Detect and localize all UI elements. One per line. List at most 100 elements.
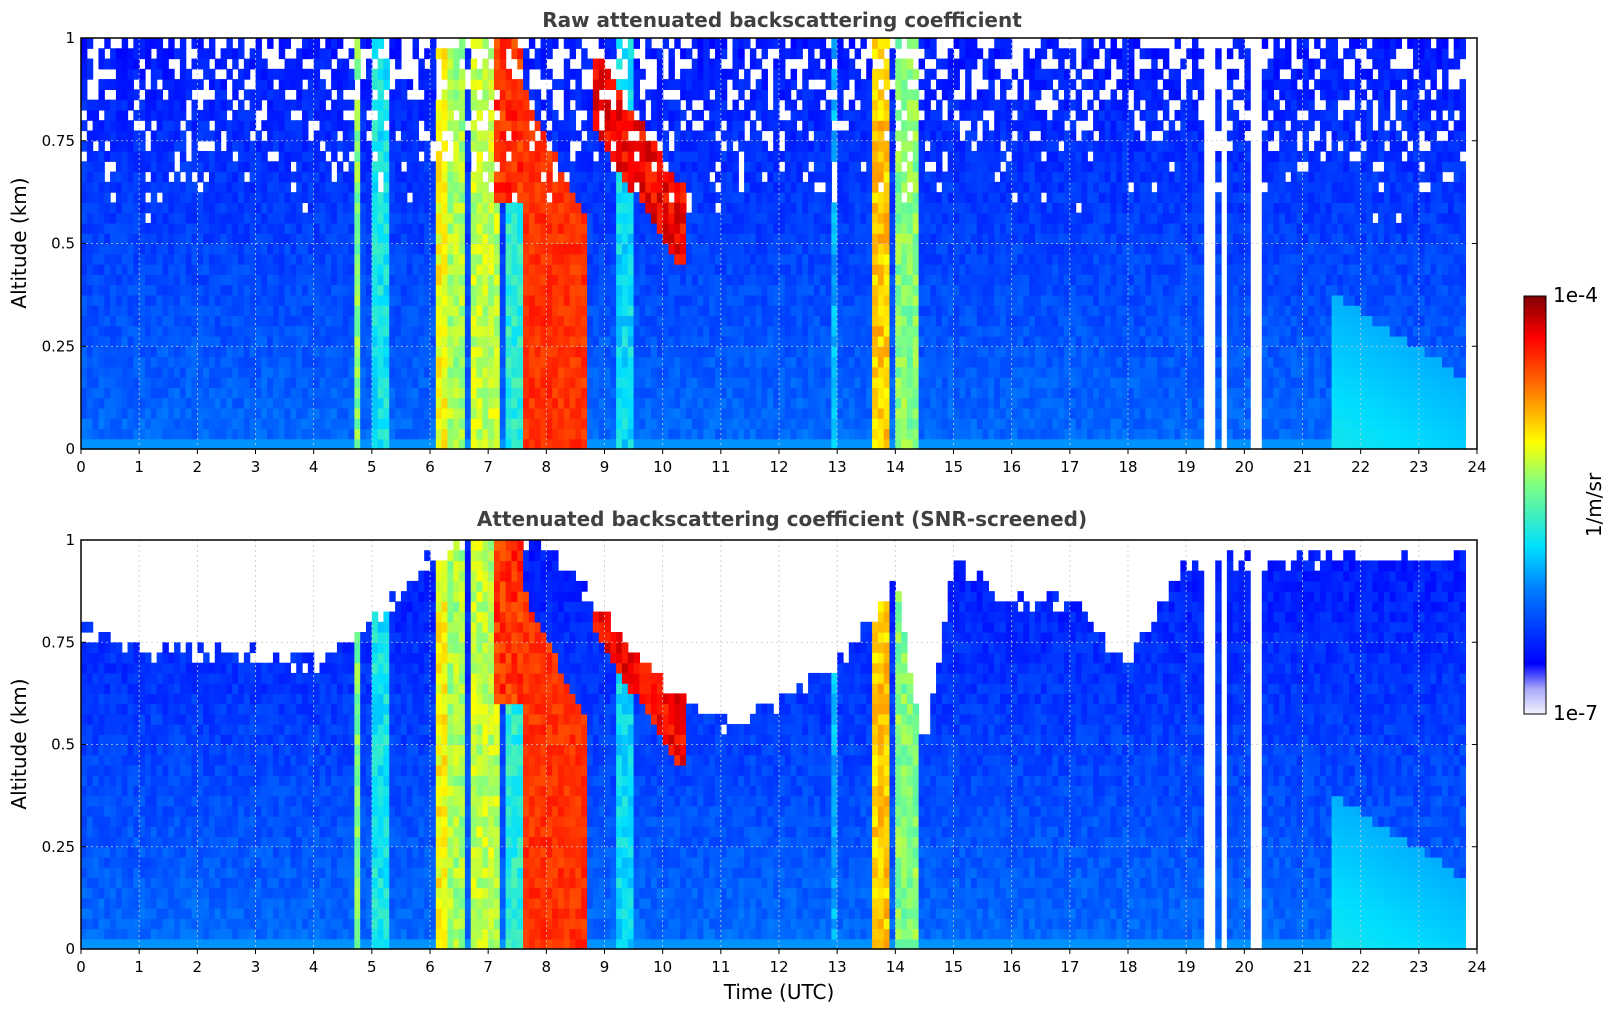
heatmap-cell	[692, 264, 698, 275]
heatmap-cell	[843, 336, 849, 347]
heatmap-cell	[767, 151, 773, 162]
heatmap-cell	[273, 213, 279, 224]
heatmap-cell	[98, 398, 104, 409]
heatmap-cell	[826, 223, 832, 234]
heatmap-cell	[826, 408, 832, 419]
heatmap-cell	[401, 110, 407, 121]
heatmap-cell	[290, 295, 296, 306]
heatmap-cell	[826, 254, 832, 265]
heatmap-cell	[605, 223, 611, 234]
heatmap-cell	[290, 120, 296, 131]
heatmap-cell	[686, 305, 692, 316]
heatmap-cell	[453, 418, 459, 429]
heatmap-cell	[128, 377, 134, 388]
heatmap-cell	[517, 89, 523, 100]
heatmap-cell	[436, 100, 442, 111]
heatmap-cell	[686, 264, 692, 275]
heatmap-cell	[337, 336, 343, 347]
heatmap-cell	[762, 418, 768, 429]
heatmap-cell	[756, 428, 762, 439]
heatmap-cell	[471, 315, 477, 326]
heatmap-cell	[93, 120, 99, 131]
heatmap-cell	[727, 141, 733, 152]
heatmap-cell	[203, 69, 209, 80]
heatmap-cell	[552, 326, 558, 337]
heatmap-cell	[703, 439, 709, 450]
heatmap-cell	[221, 439, 227, 450]
heatmap-cell	[471, 130, 477, 141]
heatmap-cell	[87, 305, 93, 316]
heatmap-cell	[401, 274, 407, 285]
heatmap-cell	[145, 161, 151, 172]
heatmap-cell	[634, 120, 640, 131]
heatmap-cell	[692, 398, 698, 409]
heatmap-cell	[436, 172, 442, 183]
heatmap-cell	[511, 254, 517, 265]
heatmap-cell	[517, 151, 523, 162]
heatmap-cell	[343, 244, 349, 255]
heatmap-cell	[500, 233, 506, 244]
heatmap-cell	[866, 172, 872, 183]
heatmap-cell	[558, 428, 564, 439]
heatmap-cell	[319, 79, 325, 90]
heatmap-cell	[628, 295, 634, 306]
heatmap-cell	[767, 305, 773, 316]
heatmap-cell	[418, 161, 424, 172]
heatmap-cell	[209, 336, 215, 347]
heatmap-cell	[558, 202, 564, 213]
heatmap-cell	[285, 305, 291, 316]
heatmap-cell	[331, 357, 337, 368]
heatmap-cell	[436, 274, 442, 285]
heatmap-cell	[354, 172, 360, 183]
heatmap-cell	[709, 357, 715, 368]
heatmap-cell	[872, 100, 878, 111]
heatmap-cell	[872, 151, 878, 162]
heatmap-cell	[616, 264, 622, 275]
heatmap-cell	[750, 418, 756, 429]
heatmap-cell	[325, 428, 331, 439]
heatmap-cell	[93, 357, 99, 368]
heatmap-cell	[616, 387, 622, 398]
heatmap-cell	[209, 315, 215, 326]
heatmap-cell	[128, 233, 134, 244]
heatmap-cell	[872, 264, 878, 275]
heatmap-cell	[447, 295, 453, 306]
heatmap-cell	[465, 285, 471, 296]
heatmap-cell	[407, 326, 413, 337]
heatmap-cell	[319, 418, 325, 429]
heatmap-cell	[796, 285, 802, 296]
heatmap-cell	[849, 213, 855, 224]
heatmap-cell	[383, 141, 389, 152]
heatmap-cell	[570, 182, 576, 193]
heatmap-cell	[203, 285, 209, 296]
heatmap-cell	[826, 346, 832, 357]
heatmap-cell	[581, 285, 587, 296]
heatmap-cell	[116, 172, 122, 183]
heatmap-cell	[529, 295, 535, 306]
heatmap-cell	[546, 110, 552, 121]
heatmap-cell	[413, 110, 419, 121]
heatmap-cell	[465, 274, 471, 285]
heatmap-cell	[81, 213, 87, 224]
heatmap-cell	[546, 367, 552, 378]
heatmap-cell	[529, 357, 535, 368]
heatmap-cell	[506, 254, 512, 265]
heatmap-cell	[349, 285, 355, 296]
heatmap-cell	[738, 439, 744, 450]
heatmap-cell	[692, 439, 698, 450]
heatmap-cell	[477, 79, 483, 90]
heatmap-cell	[343, 141, 349, 152]
heatmap-cell	[215, 387, 221, 398]
heatmap-cell	[698, 223, 704, 234]
heatmap-cell	[221, 223, 227, 234]
heatmap-cell	[447, 274, 453, 285]
heatmap-cell	[674, 367, 680, 378]
heatmap-cell	[703, 38, 709, 49]
heatmap-cell	[634, 377, 640, 388]
heatmap-cell	[279, 295, 285, 306]
heatmap-cell	[773, 161, 779, 172]
heatmap-cell	[447, 172, 453, 183]
heatmap-cell	[756, 408, 762, 419]
heatmap-cell	[139, 130, 145, 141]
heatmap-cell	[314, 346, 320, 357]
